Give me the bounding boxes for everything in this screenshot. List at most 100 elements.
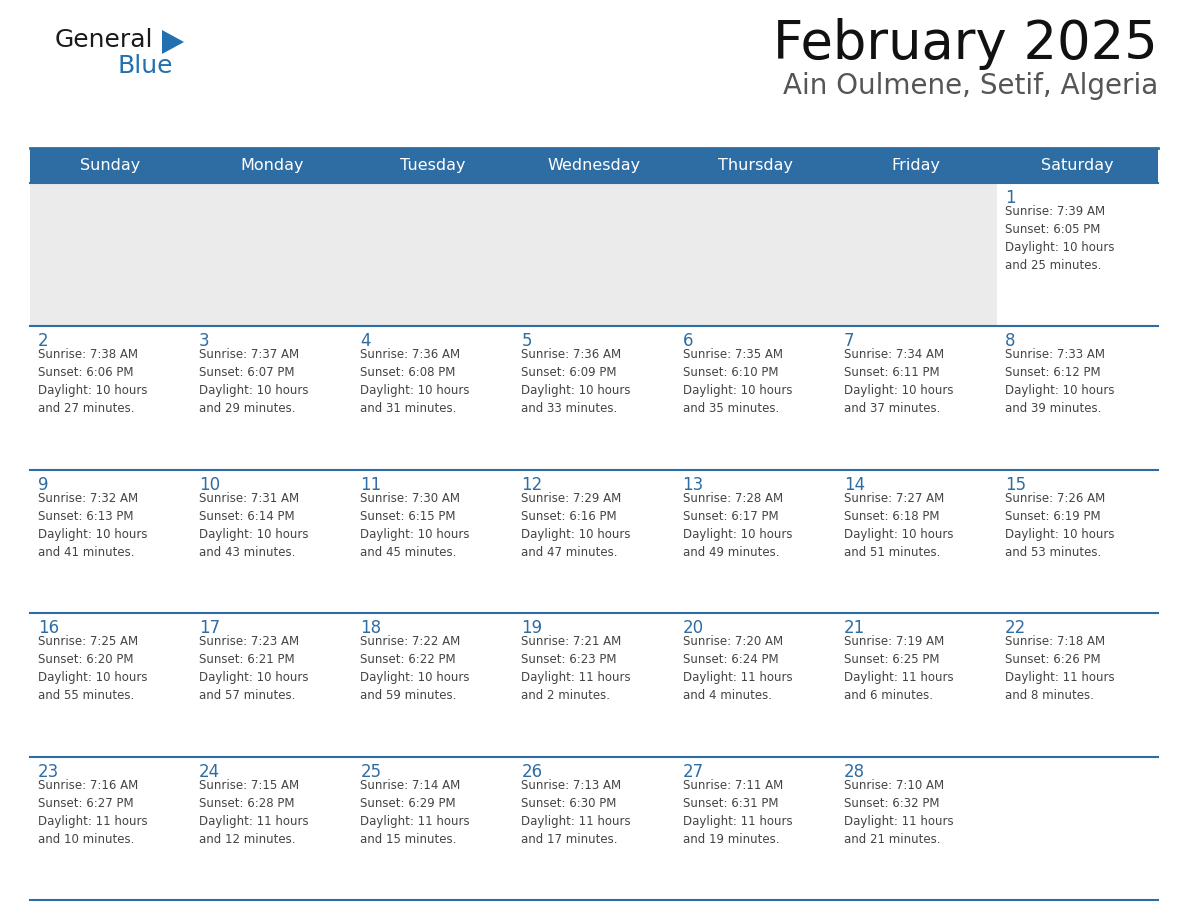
Text: Sunday: Sunday — [81, 158, 140, 173]
Bar — [191, 613, 353, 756]
Text: Sunrise: 7:14 AM
Sunset: 6:29 PM
Daylight: 11 hours
and 15 minutes.: Sunrise: 7:14 AM Sunset: 6:29 PM Dayligh… — [360, 778, 470, 845]
Text: 26: 26 — [522, 763, 543, 780]
Text: Monday: Monday — [240, 158, 303, 173]
Bar — [835, 613, 997, 756]
Text: 3: 3 — [200, 332, 210, 351]
Bar — [835, 470, 997, 613]
Text: 17: 17 — [200, 620, 220, 637]
Text: Sunrise: 7:39 AM
Sunset: 6:05 PM
Daylight: 10 hours
and 25 minutes.: Sunrise: 7:39 AM Sunset: 6:05 PM Dayligh… — [1005, 205, 1114, 272]
Text: Sunrise: 7:37 AM
Sunset: 6:07 PM
Daylight: 10 hours
and 29 minutes.: Sunrise: 7:37 AM Sunset: 6:07 PM Dayligh… — [200, 349, 309, 416]
Text: 14: 14 — [843, 476, 865, 494]
Bar — [675, 613, 835, 756]
Bar — [997, 470, 1158, 613]
Text: Sunrise: 7:38 AM
Sunset: 6:06 PM
Daylight: 10 hours
and 27 minutes.: Sunrise: 7:38 AM Sunset: 6:06 PM Dayligh… — [38, 349, 147, 416]
Text: 27: 27 — [683, 763, 703, 780]
Bar — [30, 148, 1158, 183]
Bar — [30, 613, 191, 756]
Bar — [191, 470, 353, 613]
Bar — [513, 613, 675, 756]
Text: 18: 18 — [360, 620, 381, 637]
Bar — [191, 756, 353, 900]
Bar — [675, 756, 835, 900]
Bar — [513, 183, 675, 327]
Bar — [353, 470, 513, 613]
Text: 19: 19 — [522, 620, 543, 637]
Text: 8: 8 — [1005, 332, 1016, 351]
Text: 16: 16 — [38, 620, 59, 637]
Text: Thursday: Thursday — [718, 158, 792, 173]
Text: Sunrise: 7:21 AM
Sunset: 6:23 PM
Daylight: 11 hours
and 2 minutes.: Sunrise: 7:21 AM Sunset: 6:23 PM Dayligh… — [522, 635, 631, 702]
Bar — [353, 327, 513, 470]
Text: Sunrise: 7:36 AM
Sunset: 6:08 PM
Daylight: 10 hours
and 31 minutes.: Sunrise: 7:36 AM Sunset: 6:08 PM Dayligh… — [360, 349, 469, 416]
Text: General: General — [55, 28, 153, 52]
Polygon shape — [162, 30, 184, 54]
Text: Sunrise: 7:32 AM
Sunset: 6:13 PM
Daylight: 10 hours
and 41 minutes.: Sunrise: 7:32 AM Sunset: 6:13 PM Dayligh… — [38, 492, 147, 559]
Bar — [675, 470, 835, 613]
Text: Sunrise: 7:13 AM
Sunset: 6:30 PM
Daylight: 11 hours
and 17 minutes.: Sunrise: 7:13 AM Sunset: 6:30 PM Dayligh… — [522, 778, 631, 845]
Text: Sunrise: 7:18 AM
Sunset: 6:26 PM
Daylight: 11 hours
and 8 minutes.: Sunrise: 7:18 AM Sunset: 6:26 PM Dayligh… — [1005, 635, 1114, 702]
Bar — [30, 327, 191, 470]
Bar — [30, 183, 191, 327]
Text: Sunrise: 7:35 AM
Sunset: 6:10 PM
Daylight: 10 hours
and 35 minutes.: Sunrise: 7:35 AM Sunset: 6:10 PM Dayligh… — [683, 349, 792, 416]
Text: 15: 15 — [1005, 476, 1026, 494]
Text: Blue: Blue — [116, 54, 172, 78]
Bar — [675, 327, 835, 470]
Text: 5: 5 — [522, 332, 532, 351]
Bar — [835, 756, 997, 900]
Bar — [353, 756, 513, 900]
Text: Saturday: Saturday — [1041, 158, 1113, 173]
Text: Sunrise: 7:31 AM
Sunset: 6:14 PM
Daylight: 10 hours
and 43 minutes.: Sunrise: 7:31 AM Sunset: 6:14 PM Dayligh… — [200, 492, 309, 559]
Text: 21: 21 — [843, 620, 865, 637]
Text: 10: 10 — [200, 476, 220, 494]
Text: 9: 9 — [38, 476, 49, 494]
Text: 24: 24 — [200, 763, 220, 780]
Bar — [513, 470, 675, 613]
Text: Sunrise: 7:16 AM
Sunset: 6:27 PM
Daylight: 11 hours
and 10 minutes.: Sunrise: 7:16 AM Sunset: 6:27 PM Dayligh… — [38, 778, 147, 845]
Text: Tuesday: Tuesday — [400, 158, 466, 173]
Text: 1: 1 — [1005, 189, 1016, 207]
Text: Sunrise: 7:23 AM
Sunset: 6:21 PM
Daylight: 10 hours
and 57 minutes.: Sunrise: 7:23 AM Sunset: 6:21 PM Dayligh… — [200, 635, 309, 702]
Bar — [353, 183, 513, 327]
Text: Sunrise: 7:33 AM
Sunset: 6:12 PM
Daylight: 10 hours
and 39 minutes.: Sunrise: 7:33 AM Sunset: 6:12 PM Dayligh… — [1005, 349, 1114, 416]
Text: 13: 13 — [683, 476, 703, 494]
Bar — [513, 327, 675, 470]
Bar — [835, 183, 997, 327]
Bar — [30, 756, 191, 900]
Text: 22: 22 — [1005, 620, 1026, 637]
Text: Sunrise: 7:30 AM
Sunset: 6:15 PM
Daylight: 10 hours
and 45 minutes.: Sunrise: 7:30 AM Sunset: 6:15 PM Dayligh… — [360, 492, 469, 559]
Text: 2: 2 — [38, 332, 49, 351]
Text: 11: 11 — [360, 476, 381, 494]
Bar — [675, 183, 835, 327]
Text: Sunrise: 7:19 AM
Sunset: 6:25 PM
Daylight: 11 hours
and 6 minutes.: Sunrise: 7:19 AM Sunset: 6:25 PM Dayligh… — [843, 635, 953, 702]
Text: Wednesday: Wednesday — [548, 158, 640, 173]
Text: 28: 28 — [843, 763, 865, 780]
Bar — [191, 183, 353, 327]
Bar — [835, 327, 997, 470]
Text: Ain Oulmene, Setif, Algeria: Ain Oulmene, Setif, Algeria — [783, 72, 1158, 100]
Text: Sunrise: 7:26 AM
Sunset: 6:19 PM
Daylight: 10 hours
and 53 minutes.: Sunrise: 7:26 AM Sunset: 6:19 PM Dayligh… — [1005, 492, 1114, 559]
Text: Sunrise: 7:25 AM
Sunset: 6:20 PM
Daylight: 10 hours
and 55 minutes.: Sunrise: 7:25 AM Sunset: 6:20 PM Dayligh… — [38, 635, 147, 702]
Text: Friday: Friday — [892, 158, 941, 173]
Text: 4: 4 — [360, 332, 371, 351]
Bar — [191, 327, 353, 470]
Text: 7: 7 — [843, 332, 854, 351]
Bar — [997, 183, 1158, 327]
Text: Sunrise: 7:34 AM
Sunset: 6:11 PM
Daylight: 10 hours
and 37 minutes.: Sunrise: 7:34 AM Sunset: 6:11 PM Dayligh… — [843, 349, 953, 416]
Bar — [997, 756, 1158, 900]
Text: Sunrise: 7:36 AM
Sunset: 6:09 PM
Daylight: 10 hours
and 33 minutes.: Sunrise: 7:36 AM Sunset: 6:09 PM Dayligh… — [522, 349, 631, 416]
Text: 20: 20 — [683, 620, 703, 637]
Text: Sunrise: 7:22 AM
Sunset: 6:22 PM
Daylight: 10 hours
and 59 minutes.: Sunrise: 7:22 AM Sunset: 6:22 PM Dayligh… — [360, 635, 469, 702]
Bar — [353, 613, 513, 756]
Text: February 2025: February 2025 — [773, 18, 1158, 70]
Text: 25: 25 — [360, 763, 381, 780]
Text: 23: 23 — [38, 763, 59, 780]
Text: Sunrise: 7:11 AM
Sunset: 6:31 PM
Daylight: 11 hours
and 19 minutes.: Sunrise: 7:11 AM Sunset: 6:31 PM Dayligh… — [683, 778, 792, 845]
Text: Sunrise: 7:20 AM
Sunset: 6:24 PM
Daylight: 11 hours
and 4 minutes.: Sunrise: 7:20 AM Sunset: 6:24 PM Dayligh… — [683, 635, 792, 702]
Bar — [997, 327, 1158, 470]
Bar — [997, 613, 1158, 756]
Text: Sunrise: 7:15 AM
Sunset: 6:28 PM
Daylight: 11 hours
and 12 minutes.: Sunrise: 7:15 AM Sunset: 6:28 PM Dayligh… — [200, 778, 309, 845]
Text: 6: 6 — [683, 332, 693, 351]
Bar — [513, 756, 675, 900]
Text: Sunrise: 7:28 AM
Sunset: 6:17 PM
Daylight: 10 hours
and 49 minutes.: Sunrise: 7:28 AM Sunset: 6:17 PM Dayligh… — [683, 492, 792, 559]
Text: Sunrise: 7:29 AM
Sunset: 6:16 PM
Daylight: 10 hours
and 47 minutes.: Sunrise: 7:29 AM Sunset: 6:16 PM Dayligh… — [522, 492, 631, 559]
